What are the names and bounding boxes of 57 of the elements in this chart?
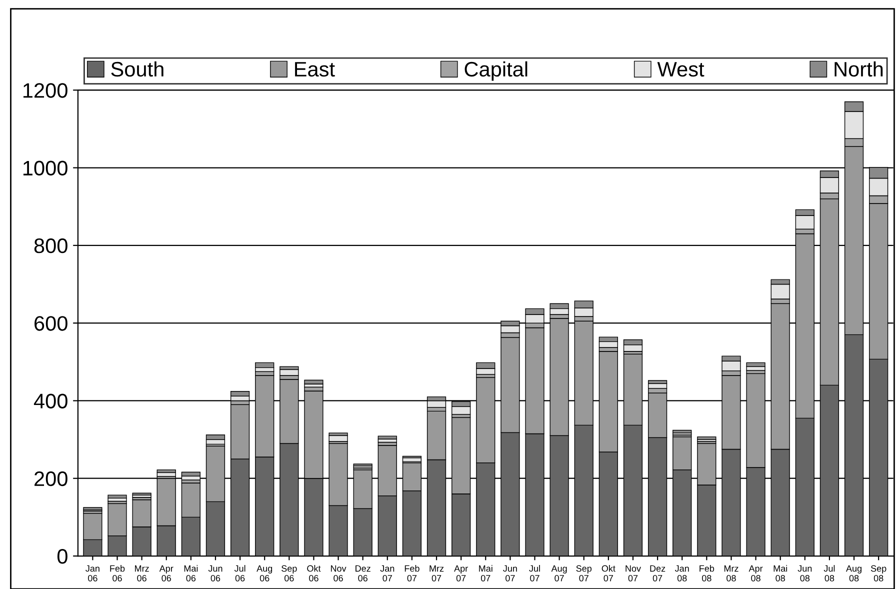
bar [255,362,274,368]
y-tick-label: 1000 [23,160,68,176]
bar [746,362,766,367]
y-tick-label: 1200 [23,83,68,98]
bar [304,380,324,384]
x-tick-label: Mai 08 [774,565,788,582]
x-tick-label: Jun 07 [503,565,517,582]
y-tick-label: 800 [34,238,68,254]
y-tick-label: 200 [34,471,68,486]
bar [156,469,176,473]
x-tick-label: Apr 06 [159,565,174,582]
x-tick-label: Sep 06 [282,565,297,582]
x-tick-label: Jan 07 [380,565,394,582]
x-tick-label: Mai 06 [184,565,198,582]
legend-label: East [295,62,335,77]
x-tick-label: Mrz 08 [724,565,738,582]
bar [672,430,692,434]
x-tick-label: Jul 08 [824,565,835,582]
x-tick-label: Jun 08 [798,565,812,582]
y-tick-label: 600 [34,316,68,331]
bar [181,472,200,476]
x-tick-label: Apr 07 [454,565,468,582]
y-tick-label: 0 [57,549,68,564]
x-tick-label: Feb 07 [404,565,420,582]
x-tick-label: Feb 08 [700,565,714,582]
x-tick-label: Aug 08 [846,565,862,582]
x-tick-label: Sep 07 [576,565,592,582]
x-tick-label: Jun 06 [208,565,222,582]
x-tick-label: Mrz 06 [135,565,149,582]
legend-label: South [111,61,164,77]
x-tick-label: Apr 08 [748,565,763,582]
x-tick-label: Okt 06 [307,565,321,582]
x-tick-label: Dez 06 [356,565,370,582]
x-tick-label: Nov 06 [330,565,346,582]
x-tick-label: Mrz 07 [430,565,444,582]
x-tick-label: Feb 06 [110,565,125,582]
x-tick-label: Nov 07 [626,565,641,582]
bar [378,436,397,440]
x-tick-label: Jan 08 [674,565,689,582]
x-tick-label: Sep 08 [870,565,886,582]
legend-label: Capital [464,61,528,81]
x-tick-label: Mai 07 [479,565,492,582]
x-tick-label: Okt 07 [602,565,616,582]
x-tick-label: Aug 07 [551,565,567,582]
bar [108,494,127,499]
bar [746,366,766,371]
x-tick-label: Aug 06 [256,565,272,582]
legend-label: West [657,62,704,77]
bar [280,369,299,376]
x-tick-label: Jul 06 [234,565,246,582]
y-tick-label: 400 [34,394,68,408]
x-tick-label: Jan 06 [86,565,100,582]
x-tick-label: Dez 07 [650,565,666,582]
legend-label: North [834,61,883,77]
bar [697,436,716,440]
bar [328,435,348,442]
x-tick-label: Jul 07 [529,565,540,582]
